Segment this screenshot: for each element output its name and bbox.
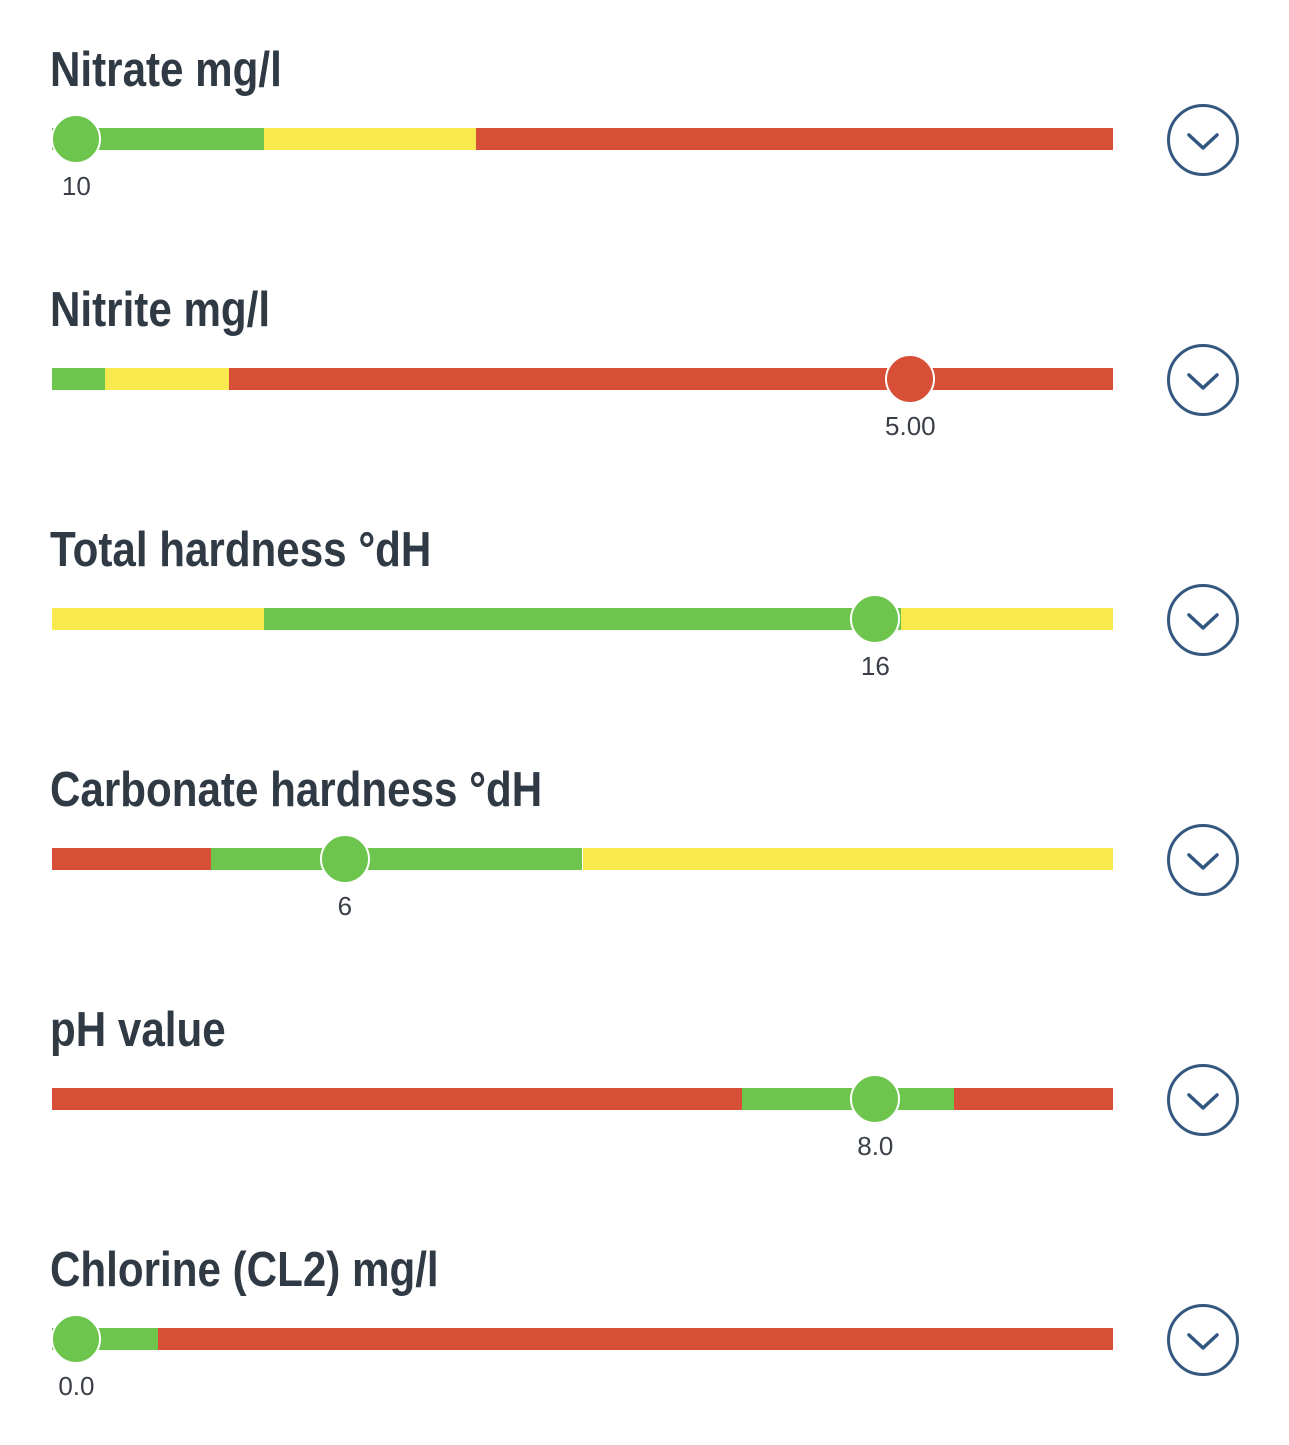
range-segment-good <box>264 608 901 630</box>
chevron-down-icon <box>1187 1093 1219 1110</box>
param-title: pH value <box>50 1003 226 1057</box>
slider-thumb[interactable] <box>885 354 936 404</box>
range-slider-track[interactable] <box>52 1328 1113 1350</box>
range-segment-bad <box>52 848 212 870</box>
range-slider-track[interactable] <box>52 128 1113 150</box>
range-segment-good <box>52 368 106 390</box>
slider-value-label: 10 <box>61 171 91 201</box>
range-segment-good <box>52 128 265 150</box>
slider-value-label: 8.0 <box>857 1131 894 1161</box>
range-segment-warning <box>900 608 1113 630</box>
param-row-nitrate: Nitrate mg/l 10 <box>0 0 1289 240</box>
slider-thumb[interactable] <box>51 1314 102 1364</box>
range-segment-warning <box>52 608 265 630</box>
expand-button[interactable] <box>1167 584 1239 656</box>
range-segment-warning <box>264 128 477 150</box>
chevron-down-icon <box>1187 613 1219 630</box>
expand-button[interactable] <box>1167 1304 1239 1376</box>
slider-thumb[interactable] <box>51 114 102 164</box>
slider-thumb[interactable] <box>850 1074 901 1124</box>
range-segment-bad <box>229 368 1113 390</box>
range-slider-track[interactable] <box>52 1088 1113 1110</box>
param-row-chlorine: Chlorine (CL2) mg/l 0.0 <box>0 1200 1289 1440</box>
chevron-down-icon <box>1187 1333 1219 1350</box>
param-row-total-hardness: Total hardness °dH 16 <box>0 480 1289 720</box>
param-title: Chlorine (CL2) mg/l <box>50 1243 439 1297</box>
slider-thumb[interactable] <box>319 834 370 884</box>
slider-thumb[interactable] <box>850 594 901 644</box>
param-title: Carbonate hardness °dH <box>50 763 543 817</box>
chevron-down-icon <box>1187 373 1219 390</box>
slider-value-label: 0.0 <box>58 1371 95 1401</box>
range-segment-bad <box>953 1088 1113 1110</box>
range-segment-good <box>211 848 583 870</box>
chevron-down-icon <box>1187 133 1219 150</box>
expand-button[interactable] <box>1167 824 1239 896</box>
slider-value-label: 5.00 <box>885 411 936 441</box>
range-slider-track[interactable] <box>52 368 1113 390</box>
range-segment-good <box>741 1088 954 1110</box>
expand-button[interactable] <box>1167 344 1239 416</box>
range-segment-warning <box>105 368 230 390</box>
param-title: Nitrate mg/l <box>50 43 282 97</box>
param-title: Total hardness °dH <box>50 523 432 577</box>
param-row-nitrite: Nitrite mg/l 5.00 <box>0 240 1289 480</box>
expand-button[interactable] <box>1167 104 1239 176</box>
expand-button[interactable] <box>1167 1064 1239 1136</box>
param-row-carbonate-hardness: Carbonate hardness °dH 6 <box>0 720 1289 960</box>
range-segment-bad <box>158 1328 1113 1350</box>
range-segment-bad <box>476 128 1113 150</box>
range-segment-warning <box>582 848 1113 870</box>
range-slider-track[interactable] <box>52 848 1113 870</box>
param-title: Nitrite mg/l <box>50 283 271 337</box>
param-row-ph-value: pH value 8.0 <box>0 960 1289 1200</box>
range-slider-track[interactable] <box>52 608 1113 630</box>
chevron-down-icon <box>1187 853 1219 870</box>
slider-value-label: 6 <box>337 891 353 921</box>
range-segment-bad <box>52 1088 742 1110</box>
slider-value-label: 16 <box>860 651 890 681</box>
